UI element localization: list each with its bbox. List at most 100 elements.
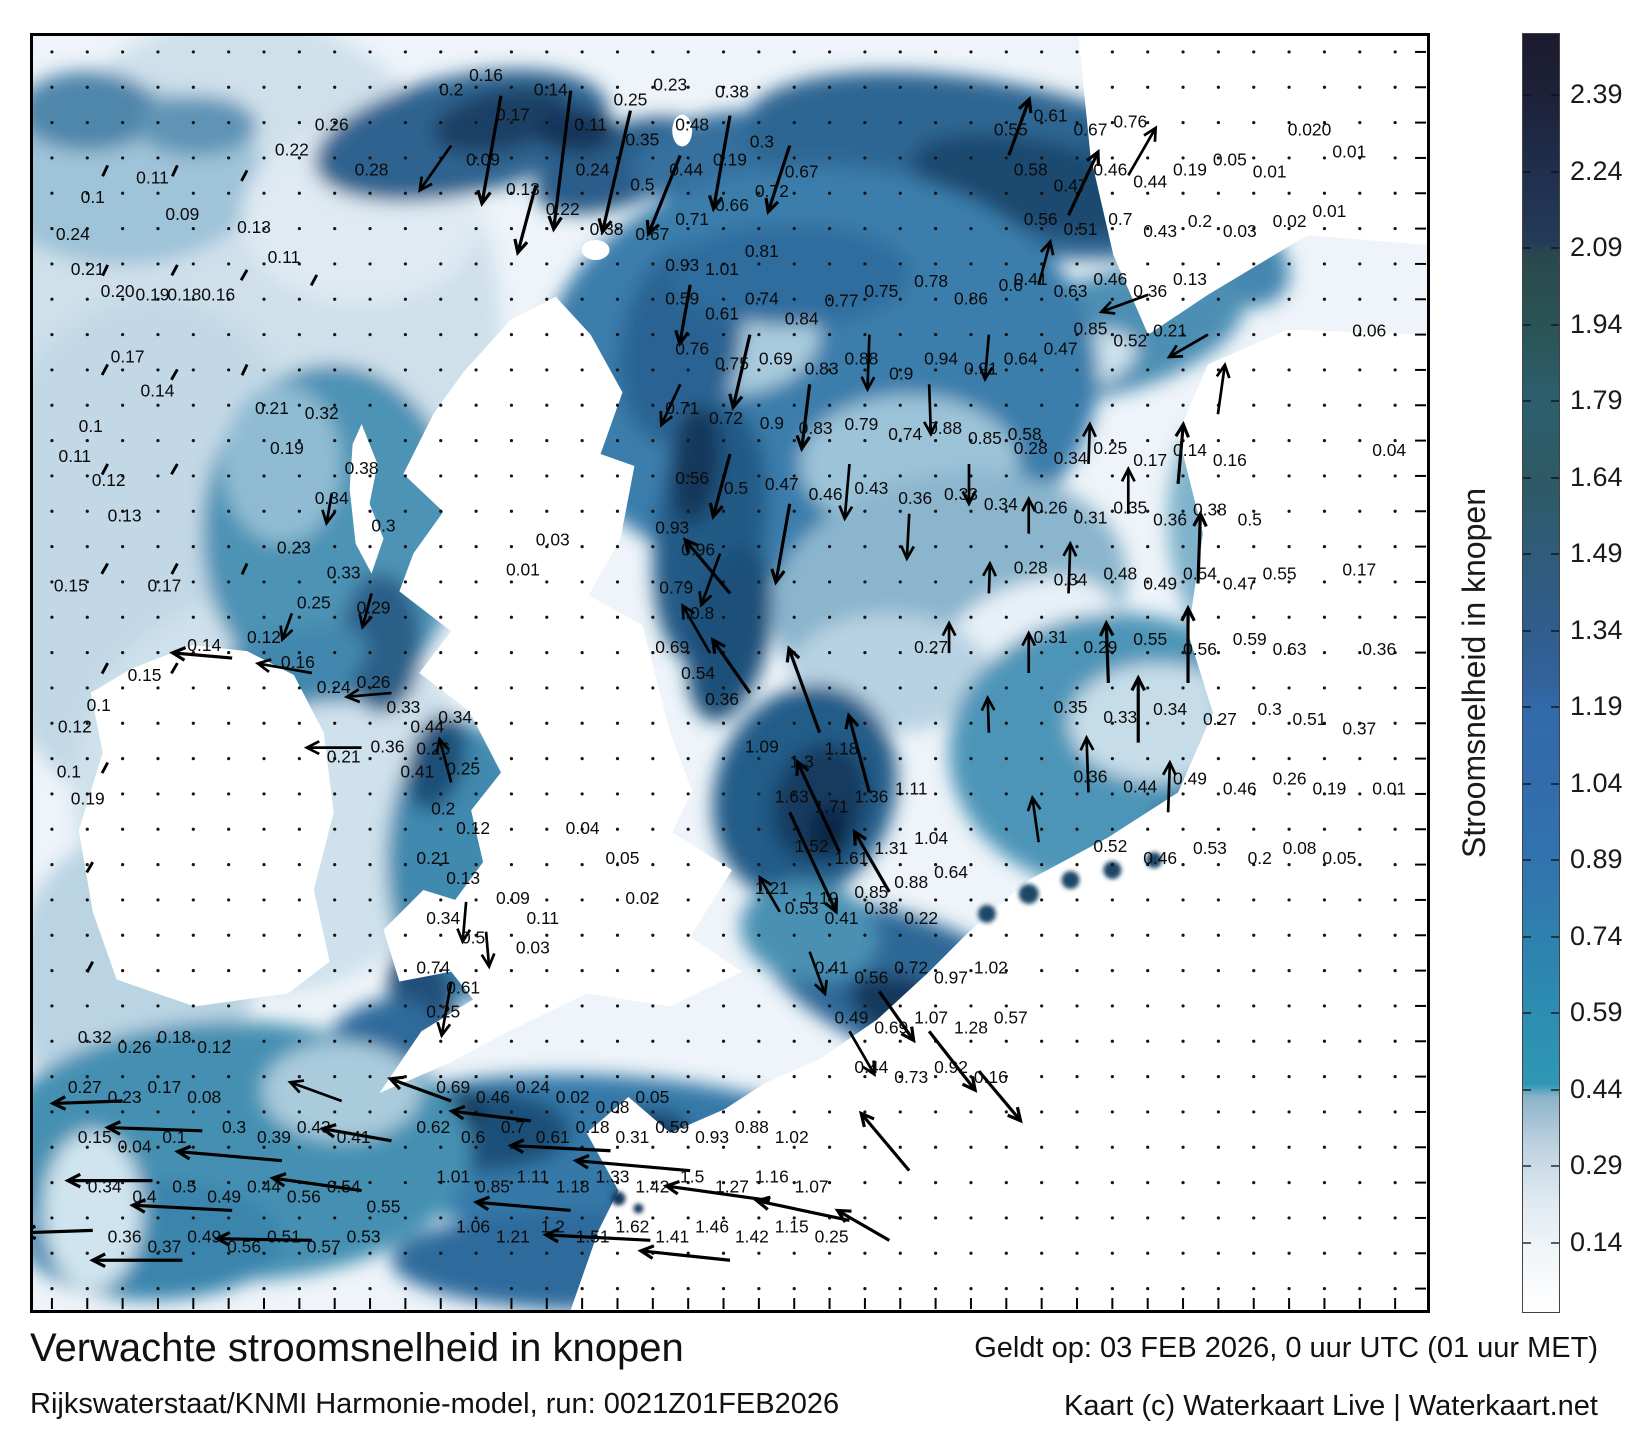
grid-dot	[934, 333, 938, 337]
grid-dot	[333, 297, 337, 301]
grid-dot	[1252, 827, 1256, 831]
grid-dot	[474, 474, 478, 478]
grid-dot	[1181, 651, 1185, 655]
colorbar-tick-mark	[1551, 323, 1559, 326]
grid-dot	[191, 1039, 195, 1043]
speed-value-label: 0.24	[317, 677, 351, 697]
speed-value-label: 0.12	[197, 1037, 231, 1057]
grid-dot	[1181, 721, 1185, 725]
speed-value-label: 0.61	[705, 304, 739, 324]
grid-dot	[580, 156, 584, 160]
speed-value-label: 1.07	[795, 1177, 829, 1197]
grid-dot	[368, 792, 372, 796]
grid-dot	[1287, 1075, 1291, 1079]
grid-dot	[1287, 969, 1291, 973]
grid-dot	[368, 1004, 372, 1008]
grid-dot	[1146, 686, 1150, 690]
speed-value-label: 1.15	[775, 1216, 809, 1236]
grid-dot	[721, 1216, 726, 1220]
grid-dot	[85, 1039, 89, 1043]
grid-dot	[191, 1216, 195, 1220]
grid-dot	[545, 368, 549, 372]
grid-dot	[863, 50, 867, 54]
current-arrow	[987, 563, 992, 594]
speed-value-label: 0.11	[268, 247, 301, 267]
sea-blob	[432, 87, 570, 154]
grid-dot	[721, 898, 726, 902]
colorbar-tick-mark	[1523, 170, 1531, 173]
grid-dot	[191, 545, 195, 549]
grid-dot	[85, 1110, 89, 1114]
grid-dot	[121, 474, 125, 478]
grid-dot	[898, 792, 902, 796]
grid-dot	[1181, 262, 1185, 266]
grid-dot	[1181, 297, 1185, 301]
speed-value-label: 1.19	[805, 888, 839, 908]
colorbar-tick-mark	[1551, 1012, 1559, 1015]
grid-dot	[1040, 545, 1044, 549]
current-arrow	[171, 164, 179, 177]
grid-dot	[545, 227, 549, 231]
grid-dot	[1110, 1145, 1114, 1149]
grid-dot	[827, 227, 832, 231]
grid-dot	[333, 757, 337, 761]
grid-dot	[1146, 227, 1150, 231]
grid-dot	[297, 227, 301, 231]
grid-dot	[1358, 933, 1362, 937]
current-arrow	[1176, 424, 1185, 485]
grid-dot	[121, 156, 125, 160]
grid-dot	[297, 792, 301, 796]
current-arrow	[52, 1099, 123, 1106]
grid-dot	[1252, 439, 1256, 443]
grid-dot	[792, 1216, 796, 1220]
grid-dot	[50, 368, 54, 372]
grid-dot	[686, 1145, 690, 1149]
grid-dot	[545, 615, 549, 619]
grid-dot	[1110, 1216, 1114, 1220]
grid-dot	[156, 1251, 160, 1255]
grid-dot	[615, 439, 620, 443]
sea-blob	[670, 225, 910, 325]
grid-dot	[827, 333, 832, 337]
current-arrow	[800, 384, 812, 449]
grid-dot	[580, 1216, 584, 1220]
grid-dot	[227, 1110, 231, 1114]
grid-dot	[85, 439, 89, 443]
grid-dot	[1393, 156, 1397, 160]
speed-value-label: 0.74	[745, 289, 779, 309]
grid-dot	[721, 721, 726, 725]
speed-value-label: 0.61	[1034, 106, 1068, 126]
speed-value-label: 0.37	[1342, 719, 1376, 739]
grid-dot	[509, 580, 514, 584]
sea-blob	[341, 573, 422, 713]
speed-value-label: 1.02	[775, 1127, 809, 1147]
current-arrow	[132, 1203, 233, 1213]
grid-dot	[757, 1251, 761, 1255]
grid-dot	[297, 898, 301, 902]
grid-dot	[474, 509, 478, 513]
grid-dot	[615, 85, 620, 89]
grid-dot	[1146, 792, 1150, 796]
current-arrow	[683, 538, 732, 595]
grid-dot	[50, 863, 54, 867]
grid-dot	[1181, 156, 1185, 160]
grid-dot	[580, 686, 584, 690]
speed-value-label: 0.61	[536, 1127, 570, 1147]
grid-dot	[368, 403, 372, 407]
grid-dot	[1040, 1110, 1044, 1114]
current-arrowhead	[435, 736, 450, 754]
grid-dot	[262, 120, 266, 125]
grid-dot	[1322, 686, 1327, 690]
grid-dot	[333, 898, 337, 902]
grid-dot	[1004, 191, 1008, 195]
grid-dot	[1110, 156, 1114, 160]
grid-dot	[262, 191, 266, 195]
speed-value-label: 0.22	[904, 908, 938, 928]
grid-dot	[1040, 120, 1044, 125]
grid-dot	[1004, 1216, 1008, 1220]
speed-value-label: 0.26	[1034, 498, 1068, 518]
grid-dot	[721, 1251, 726, 1255]
grid-dot	[121, 827, 125, 831]
current-arrow	[438, 738, 453, 783]
grid-dot	[50, 545, 54, 549]
